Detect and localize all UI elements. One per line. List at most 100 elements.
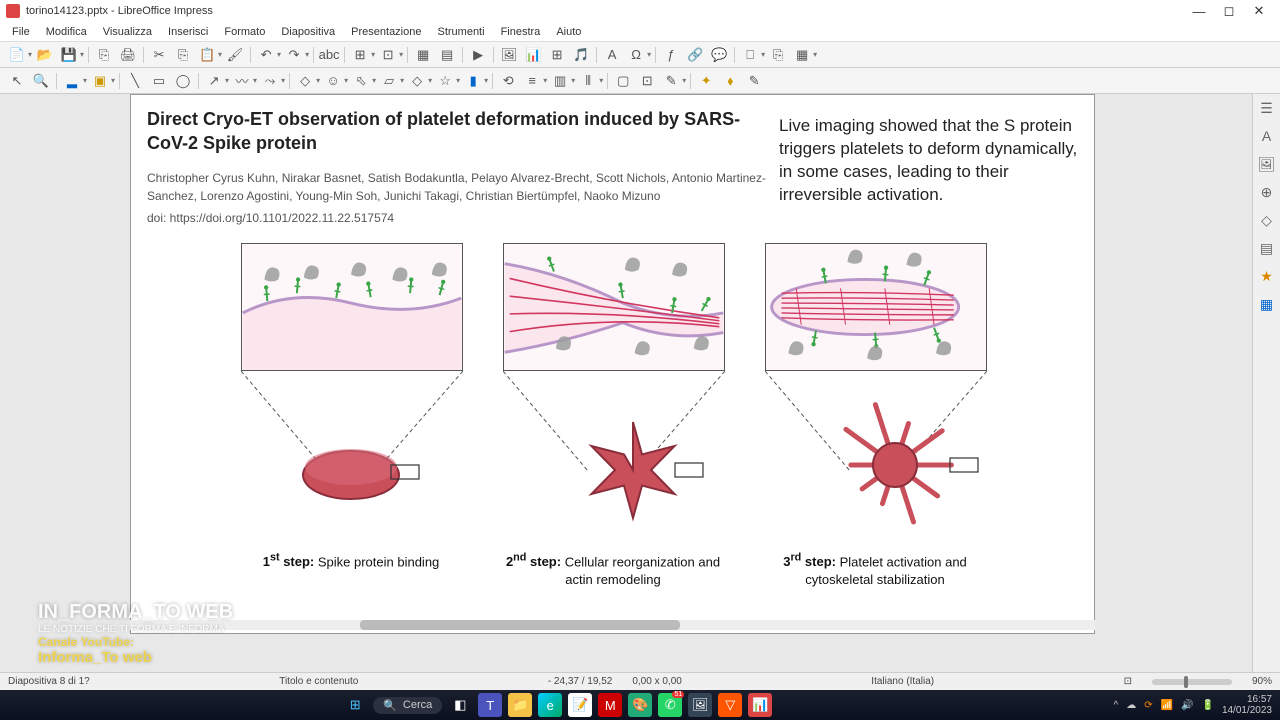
slide-props-icon[interactable]: ⎘ xyxy=(767,45,789,65)
rect-icon[interactable]: ▭ xyxy=(148,71,170,91)
ellipse-icon[interactable]: ◯ xyxy=(172,71,194,91)
slide-authors: Christopher Cyrus Kuhn, Nirakar Basnet, … xyxy=(147,169,777,205)
zoom-slider[interactable] xyxy=(1152,679,1232,685)
step-label-1: 1st step: Spike protein binding xyxy=(241,551,461,571)
menu-view[interactable]: Visualizza xyxy=(97,24,158,40)
start-icon[interactable]: ⊞ xyxy=(343,693,367,717)
impress-icon[interactable]: 📊 xyxy=(748,693,772,717)
slide-canvas[interactable]: Direct Cryo-ET observation of platelet d… xyxy=(130,94,1095,634)
grid-icon[interactable]: ⊞ xyxy=(349,45,371,65)
align-icon[interactable]: ≡ xyxy=(521,71,543,91)
filter-icon[interactable]: ✎ xyxy=(660,71,682,91)
menu-edit[interactable]: Modifica xyxy=(40,24,93,40)
arrange-icon[interactable]: ▥ xyxy=(549,71,571,91)
insert-chart-icon[interactable]: 📊 xyxy=(522,45,544,65)
photos-icon[interactable]: 🖼 xyxy=(688,693,712,717)
zoom-pan-icon[interactable]: 🔍 xyxy=(30,71,52,91)
teams-icon[interactable]: T xyxy=(478,693,502,717)
scroll-thumb[interactable] xyxy=(360,620,680,630)
distribute-icon[interactable]: ⫴ xyxy=(577,71,599,91)
shapes-icon[interactable]: ◇ xyxy=(1257,212,1277,232)
snap-icon[interactable]: ⊡ xyxy=(377,45,399,65)
insert-table-icon[interactable]: ⊞ xyxy=(546,45,568,65)
rotate-icon[interactable]: ⟲ xyxy=(497,71,519,91)
toggle-extrusion-icon[interactable]: ⬧ xyxy=(719,71,741,91)
status-fit-icon[interactable]: ⊡ xyxy=(1124,676,1132,687)
new-icon[interactable]: 📄 xyxy=(6,45,28,65)
start-presentation-icon[interactable]: ▶ xyxy=(467,45,489,65)
menu-format[interactable]: Formato xyxy=(218,24,271,40)
redo-icon[interactable]: ↷ xyxy=(283,45,305,65)
crop-icon[interactable]: ⊡ xyxy=(636,71,658,91)
insert-special-char-icon[interactable]: Ω xyxy=(625,45,647,65)
properties-icon[interactable]: ☰ xyxy=(1257,100,1277,120)
insert-comment-icon[interactable]: 💬 xyxy=(708,45,730,65)
cut-icon[interactable]: ✂ xyxy=(148,45,170,65)
line-icon[interactable]: ╲ xyxy=(124,71,146,91)
horizontal-scrollbar[interactable] xyxy=(130,620,1095,630)
master-slides-icon[interactable]: ▦ xyxy=(1257,296,1277,316)
callouts-icon[interactable]: ◇ xyxy=(406,71,428,91)
gluepoints-icon[interactable]: ✦ xyxy=(695,71,717,91)
animation-icon[interactable]: ★ xyxy=(1257,268,1277,288)
display-views-icon[interactable]: ▦ xyxy=(412,45,434,65)
shadow-icon[interactable]: ▢ xyxy=(612,71,634,91)
print-icon[interactable]: 🖨 xyxy=(117,45,139,65)
whatsapp-icon[interactable]: ✆51 xyxy=(658,693,682,717)
battery-icon: 🔋 xyxy=(1201,700,1213,711)
paint-icon[interactable]: 🎨 xyxy=(628,693,652,717)
menu-file[interactable]: File xyxy=(6,24,36,40)
lines-arrows-icon[interactable]: ↗ xyxy=(203,71,225,91)
line-color-icon[interactable]: ▂ xyxy=(61,71,83,91)
hyperlink-icon[interactable]: 🔗 xyxy=(684,45,706,65)
open-icon[interactable]: 📂 xyxy=(34,45,56,65)
menu-insert[interactable]: Inserisci xyxy=(162,24,214,40)
menu-presentation[interactable]: Presentazione xyxy=(345,24,427,40)
spellcheck-icon[interactable]: abc xyxy=(318,45,340,65)
stars-icon[interactable]: ☆ xyxy=(434,71,456,91)
slide-layout-icon[interactable]: ▦ xyxy=(791,45,813,65)
insert-textbox-icon[interactable]: A xyxy=(601,45,623,65)
copy-icon[interactable]: ⎘ xyxy=(172,45,194,65)
brave-icon[interactable]: ▽ xyxy=(718,693,742,717)
symbol-shapes-icon[interactable]: ☺ xyxy=(322,71,344,91)
export-pdf-icon[interactable]: ⎘ xyxy=(93,45,115,65)
gallery-icon[interactable]: 🖼 xyxy=(1257,156,1277,176)
show-draw-icon[interactable]: ✎ xyxy=(743,71,765,91)
block-arrows-icon[interactable]: ⬁ xyxy=(350,71,372,91)
mcafee-icon[interactable]: M xyxy=(598,693,622,717)
fill-color-icon[interactable]: ▣ xyxy=(89,71,111,91)
navigator-icon[interactable]: ⊕ xyxy=(1257,184,1277,204)
task-view-icon[interactable]: ◧ xyxy=(448,693,472,717)
edge-icon[interactable]: e xyxy=(538,693,562,717)
fontwork-icon[interactable]: ƒ xyxy=(660,45,682,65)
menu-window[interactable]: Finestra xyxy=(495,24,547,40)
connectors-icon[interactable]: ⤳ xyxy=(259,71,281,91)
explorer-icon[interactable]: 📁 xyxy=(508,693,532,717)
3d-icon[interactable]: ▮ xyxy=(462,71,484,91)
undo-icon[interactable]: ↶ xyxy=(255,45,277,65)
notes-icon[interactable]: 📝 xyxy=(568,693,592,717)
header-footer-icon[interactable]: ⎕ xyxy=(739,45,761,65)
minimize-button[interactable]: — xyxy=(1184,4,1214,19)
clone-format-icon[interactable]: 🖌 xyxy=(224,45,246,65)
styles-icon[interactable]: A xyxy=(1257,128,1277,148)
taskbar-clock[interactable]: 16:57 14/01/2023 xyxy=(1222,694,1272,716)
paste-icon[interactable]: 📋 xyxy=(196,45,218,65)
slide-trans-icon[interactable]: ▤ xyxy=(1257,240,1277,260)
flowchart-icon[interactable]: ▱ xyxy=(378,71,400,91)
select-icon[interactable]: ↖ xyxy=(6,71,28,91)
maximize-button[interactable]: ◻ xyxy=(1214,3,1244,19)
close-button[interactable]: ✕ xyxy=(1244,3,1274,19)
system-tray[interactable]: ^ ☁ ⟳ 📶 🔊 🔋 16:57 14/01/2023 xyxy=(1113,694,1272,716)
menu-tools[interactable]: Strumenti xyxy=(431,24,490,40)
master-slide-icon[interactable]: ▤ xyxy=(436,45,458,65)
menu-slide[interactable]: Diapositiva xyxy=(275,24,341,40)
save-icon[interactable]: 💾 xyxy=(58,45,80,65)
taskbar-search[interactable]: 🔍 Cerca xyxy=(373,697,442,714)
insert-image-icon[interactable]: 🖼 xyxy=(498,45,520,65)
insert-av-icon[interactable]: 🎵 xyxy=(570,45,592,65)
basic-shapes-icon[interactable]: ◇ xyxy=(294,71,316,91)
menu-help[interactable]: Aiuto xyxy=(550,24,587,40)
curves-icon[interactable]: 〰 xyxy=(231,71,253,91)
